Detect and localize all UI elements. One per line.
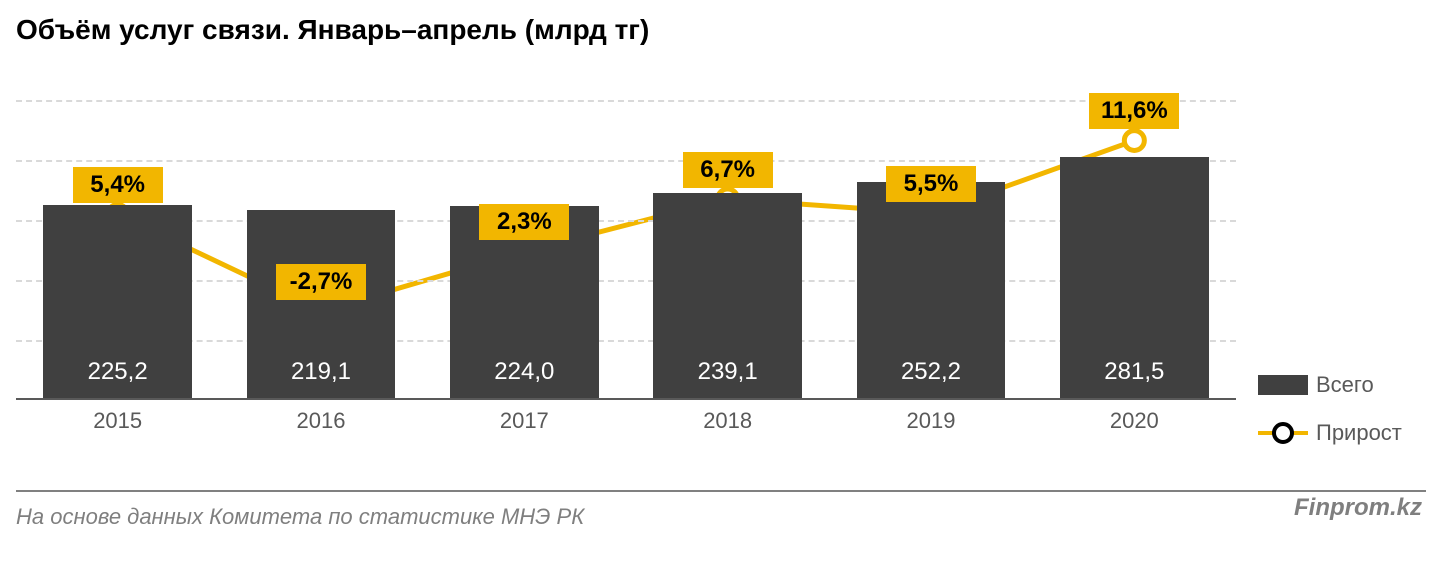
bar-value-label: 219,1 bbox=[247, 358, 395, 386]
line-series-svg bbox=[16, 100, 1236, 398]
growth-label: 11,6% bbox=[1089, 93, 1179, 129]
x-axis-label: 2016 bbox=[219, 408, 422, 434]
growth-label: 2,3% bbox=[479, 204, 569, 240]
growth-label: -2,7% bbox=[276, 264, 366, 300]
bar: 281,5 bbox=[1060, 157, 1208, 398]
x-axis-label: 2019 bbox=[829, 408, 1032, 434]
bar-value-label: 281,5 bbox=[1060, 358, 1208, 386]
x-axis-label: 2018 bbox=[626, 408, 829, 434]
gridline bbox=[16, 340, 1236, 342]
bar-value-label: 225,2 bbox=[43, 358, 191, 386]
gridline bbox=[16, 220, 1236, 222]
watermark-text: Finprom.kz bbox=[1294, 494, 1422, 522]
growth-label: 5,5% bbox=[886, 166, 976, 202]
legend-swatch-line bbox=[1258, 423, 1308, 443]
line-marker bbox=[1124, 131, 1144, 151]
bar: 219,1 bbox=[247, 210, 395, 398]
gridline bbox=[16, 100, 1236, 102]
x-axis-label: 2017 bbox=[423, 408, 626, 434]
growth-label: 5,4% bbox=[73, 167, 163, 203]
legend: Всего Прирост bbox=[1258, 372, 1402, 468]
bar: 225,2 bbox=[43, 205, 191, 398]
gridline bbox=[16, 280, 1236, 282]
legend-swatch-box bbox=[1258, 375, 1308, 395]
bar-value-label: 252,2 bbox=[857, 358, 1005, 386]
chart-area: 225,2 219,1 224,0 239,1 252,2 281,5 5,4% -2,7% 2… bbox=[16, 100, 1236, 438]
chart-title: Объём услуг связи. Январь–апрель (млрд т… bbox=[16, 14, 649, 46]
bar: 252,2 bbox=[857, 182, 1005, 398]
plot-region: 225,2 219,1 224,0 239,1 252,2 281,5 5,4% -2,7% 2… bbox=[16, 100, 1236, 400]
legend-label: Всего bbox=[1316, 372, 1374, 398]
bar-value-label: 239,1 bbox=[653, 358, 801, 386]
growth-label: 6,7% bbox=[683, 152, 773, 188]
footer-divider bbox=[16, 490, 1426, 492]
x-axis-label: 2015 bbox=[16, 408, 219, 434]
bar-value-label: 224,0 bbox=[450, 358, 598, 386]
legend-label: Прирост bbox=[1316, 420, 1402, 446]
source-text: На основе данных Комитета по статистике … bbox=[16, 504, 584, 530]
legend-item: Всего bbox=[1258, 372, 1402, 398]
bar: 239,1 bbox=[653, 193, 801, 398]
x-axis-label: 2020 bbox=[1033, 408, 1236, 434]
gridline bbox=[16, 160, 1236, 162]
legend-item: Прирост bbox=[1258, 420, 1402, 446]
